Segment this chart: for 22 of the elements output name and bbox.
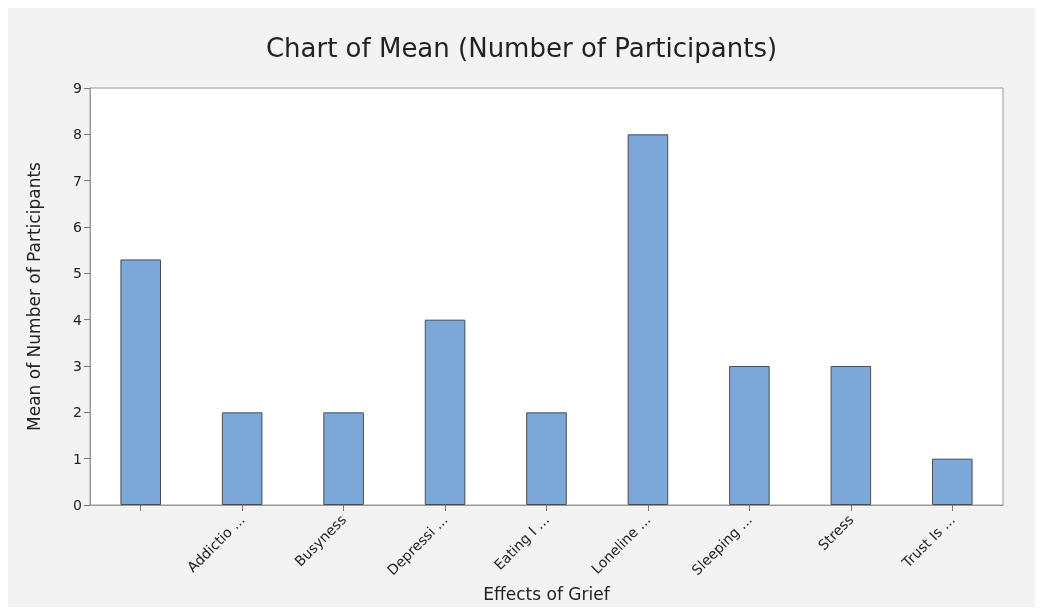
y-tick-label: 8 — [73, 126, 82, 143]
y-axis-title: Mean of Number of Participants — [23, 161, 44, 431]
y-tick-label: 7 — [73, 172, 82, 189]
y-tick-label: 0 — [73, 497, 82, 513]
bar — [424, 319, 466, 505]
bar — [830, 366, 872, 505]
bar — [120, 259, 162, 505]
bar — [526, 412, 567, 505]
bar — [729, 366, 770, 505]
bar — [931, 458, 973, 505]
chart-title: Chart of Mean (Number of Participants) — [265, 33, 778, 63]
y-tick-label: 9 — [73, 80, 82, 96]
y-tick-label: 4 — [73, 311, 83, 328]
bar — [627, 134, 669, 505]
y-tick-label: 3 — [73, 358, 82, 374]
bar — [323, 412, 364, 505]
y-tick-label: 6 — [73, 219, 83, 235]
y-tick-label: 1 — [73, 450, 82, 467]
y-tick-label: 2 — [73, 404, 82, 421]
y-tick-label: 5 — [73, 265, 82, 282]
bar — [221, 412, 263, 505]
x-axis-title: Effects of Grief — [483, 583, 611, 604]
